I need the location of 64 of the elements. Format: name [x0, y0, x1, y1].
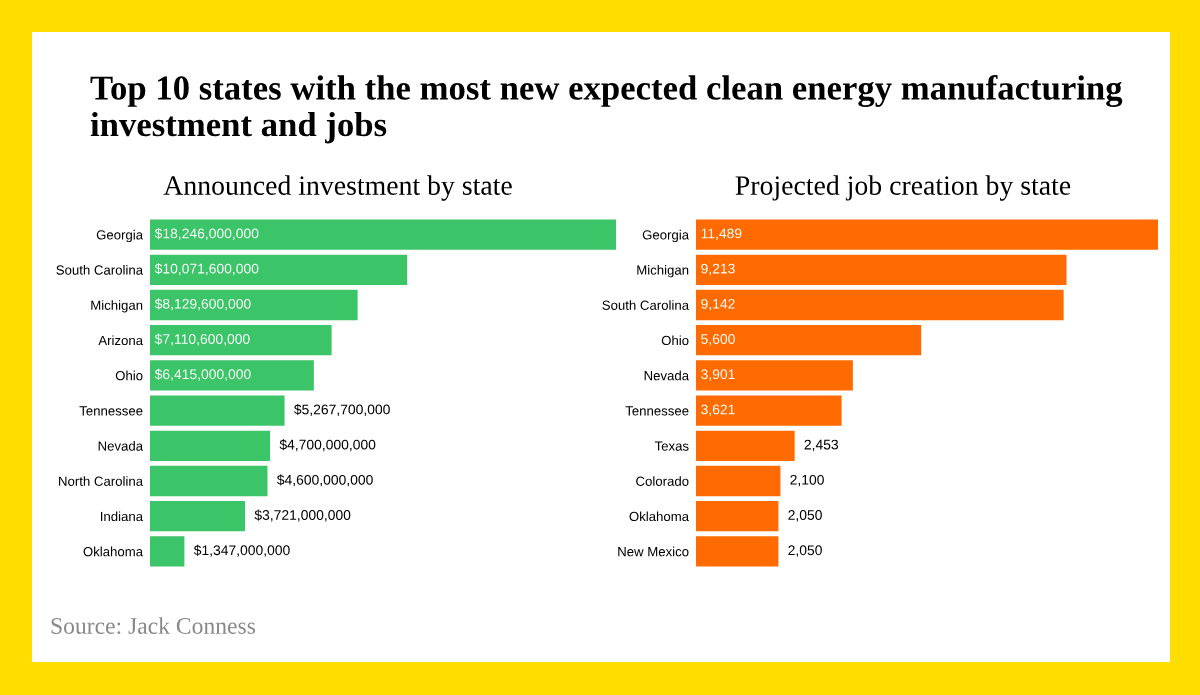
- data-label: 11,489: [701, 228, 742, 240]
- y-tick-label: Oklahoma: [629, 511, 690, 522]
- y-tick-label: South Carolina: [602, 300, 690, 310]
- bar: [696, 360, 853, 391]
- y-tick-label: Tennessee: [79, 406, 143, 416]
- y-tick-label: Indiana: [100, 511, 144, 522]
- y-tick-label: New Mexico: [618, 546, 689, 557]
- bar: [150, 254, 408, 285]
- bar: [150, 219, 616, 250]
- data-label: $5,267,700,000: [294, 403, 390, 416]
- bar: [150, 289, 358, 321]
- y-tick-label: Nevada: [644, 370, 690, 381]
- data-label: 2,050: [788, 545, 822, 557]
- y-tick-label: Ohio: [661, 335, 689, 346]
- source-note: Source: Jack Conness: [51, 617, 256, 635]
- data-label: $10,071,600,000: [154, 263, 259, 276]
- data-label: $4,700,000,000: [279, 439, 376, 452]
- bar: [150, 430, 271, 461]
- bar: [696, 219, 1158, 250]
- bar: [150, 395, 285, 426]
- data-label: 2,100: [790, 474, 824, 487]
- data-label: $6,415,000,000: [154, 368, 251, 381]
- data-label: 2,050: [788, 510, 822, 522]
- y-tick-label: Ohio: [115, 370, 143, 381]
- y-tick-label: Colorado: [636, 476, 689, 486]
- data-label: 5,600: [701, 334, 735, 346]
- bar: [150, 501, 246, 532]
- data-label: $4,600,000,000: [276, 474, 373, 487]
- data-label: $18,246,000,000: [154, 227, 259, 240]
- y-tick-label: Georgia: [642, 229, 690, 243]
- chart-title: Projected job creation by state: [735, 175, 1071, 201]
- y-tick-label: North Carolina: [59, 476, 144, 486]
- y-tick-label: Tennessee: [625, 406, 689, 416]
- bar: [696, 395, 842, 426]
- chart-title: Top 10 states with the most new expected clean energy manufacturing investment and jobs: [90, 75, 1123, 144]
- y-tick-label: Georgia: [96, 229, 144, 243]
- data-label: 3,621: [701, 404, 735, 416]
- data-label: $7,110,600,000: [154, 333, 250, 346]
- data-label: $1,347,000,000: [193, 544, 290, 557]
- bar: [150, 325, 332, 356]
- bar: [696, 430, 795, 461]
- y-tick-label: Oklahoma: [83, 546, 144, 557]
- data-label: $3,721,000,000: [254, 509, 351, 522]
- data-label: 9,142: [701, 298, 735, 311]
- y-tick-label: South Carolina: [56, 265, 144, 275]
- y-tick-label: Michigan: [91, 300, 143, 313]
- bar: [150, 536, 185, 567]
- bar: [696, 254, 1067, 285]
- bar: [150, 360, 314, 391]
- bar: [696, 325, 922, 356]
- data-label: 2,453: [804, 439, 839, 452]
- bar: [150, 465, 268, 497]
- chart-subtitle: Announced investment by state: [163, 175, 512, 201]
- bar: [696, 536, 779, 567]
- y-tick-label: Michigan: [637, 265, 689, 278]
- data-label: 9,213: [701, 263, 735, 276]
- bar: [696, 501, 779, 532]
- data-label: 3,901: [701, 369, 735, 381]
- bar: [696, 465, 781, 497]
- bar: [696, 289, 1064, 321]
- y-tick-label: Nevada: [98, 441, 144, 451]
- y-tick-label: Texas: [654, 441, 689, 451]
- y-tick-label: Arizona: [98, 335, 144, 346]
- data-label: $8,129,600,000: [154, 298, 251, 311]
